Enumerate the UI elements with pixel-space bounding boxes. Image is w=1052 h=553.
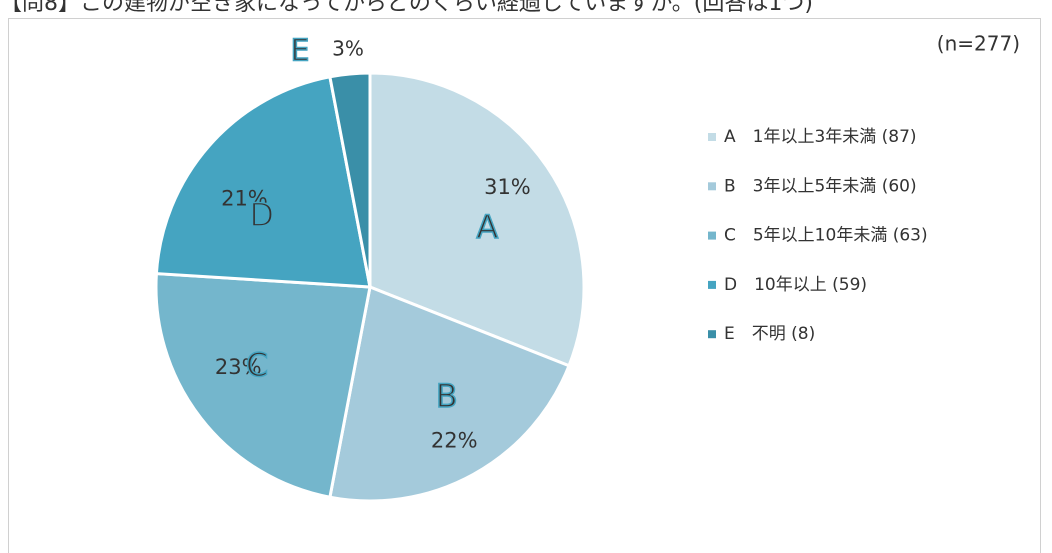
slice-letter: D — [249, 196, 274, 234]
legend-marker — [708, 182, 716, 191]
data-label: 21% — [221, 187, 268, 211]
data-label: 23% — [215, 355, 262, 379]
data-label: 31% — [484, 175, 531, 199]
pie-slice — [328, 71, 372, 288]
pie-slice — [368, 71, 586, 368]
legend-marker — [708, 133, 716, 141]
slice-letter: C — [246, 346, 268, 384]
data-label: 3% — [332, 37, 364, 61]
slice-letter: B — [436, 377, 458, 415]
pie-slice — [328, 284, 571, 503]
legend-marker — [708, 231, 716, 240]
legend-label: E 不明 (8) — [724, 324, 815, 344]
legend-marker — [708, 330, 716, 339]
data-label: 22% — [431, 428, 478, 452]
slice-letter: E — [290, 34, 309, 69]
chart-title: 【問8】この建物が空き家になってからどのくらい経過していますか。(回答は1つ) — [0, 0, 813, 16]
legend-marker — [708, 280, 716, 289]
annotation: (n=277) — [937, 32, 1020, 56]
pie-slice — [154, 271, 372, 499]
pie-slice — [154, 75, 372, 289]
legend-label: D 10年以上 (59) — [724, 275, 867, 295]
legend-label: C 5年以上10年未満 (63) — [724, 226, 928, 246]
legend-label: A 1年以上3年未満 (87) — [724, 127, 917, 147]
slice-letter: A — [476, 208, 498, 246]
legend-label: B 3年以上5年未満 (60) — [724, 176, 917, 196]
